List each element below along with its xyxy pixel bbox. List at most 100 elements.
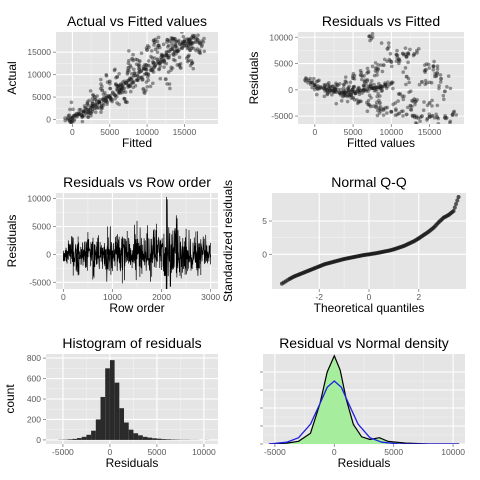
scatter-point — [306, 78, 311, 83]
y-tick-label: 5 — [262, 216, 267, 226]
scatter-point — [88, 111, 93, 116]
scatter-point — [406, 60, 410, 65]
scatter-point — [89, 113, 93, 118]
scatter-point — [407, 90, 411, 95]
scatter-point — [153, 37, 158, 42]
scatter-point — [407, 80, 412, 85]
scatter-point — [427, 114, 432, 119]
scatter-point — [311, 76, 316, 81]
plot-background — [298, 32, 464, 124]
scatter-point — [438, 73, 443, 77]
scatter-point — [85, 101, 90, 106]
scatter-point — [169, 68, 173, 72]
scatter-point — [114, 84, 119, 88]
scatter-point — [161, 42, 166, 47]
scatter-point — [404, 82, 408, 87]
scatter-point — [79, 113, 84, 117]
scatter-point — [412, 97, 417, 102]
scatter-point — [373, 61, 378, 65]
scatter-point — [400, 51, 405, 56]
scatter-point — [357, 92, 362, 97]
scatter-point — [164, 53, 169, 58]
x-tick-label: 10000 — [441, 447, 465, 457]
scatter-point — [340, 90, 345, 95]
scatter-point — [123, 90, 128, 94]
scatter-point — [423, 82, 427, 87]
qq-point — [455, 198, 460, 203]
y-tick-label: 5000 — [32, 92, 51, 102]
scatter-point — [152, 40, 157, 45]
scatter-point — [365, 77, 370, 82]
scatter-point — [400, 94, 405, 99]
scatter-point — [155, 57, 160, 62]
scatter-point — [309, 80, 314, 85]
scatter-point — [408, 47, 412, 52]
scatter-point — [435, 115, 440, 120]
scatter-point — [342, 82, 346, 87]
scatter-point — [375, 113, 380, 118]
scatter-point — [412, 52, 417, 56]
scatter-point — [328, 84, 333, 89]
x-tick-label: 10000 — [380, 127, 404, 137]
scatter-point — [129, 71, 134, 76]
scatter-point — [343, 91, 348, 95]
scatter-point — [448, 120, 452, 124]
histogram-bar — [138, 435, 143, 440]
scatter-point — [427, 66, 432, 70]
scatter-point — [375, 94, 379, 99]
scatter-point — [151, 70, 156, 74]
scatter-point — [423, 67, 428, 72]
scatter-point — [68, 120, 73, 124]
x-tick-label: 3000 — [201, 292, 220, 302]
histogram-bar — [77, 438, 82, 440]
scatter-point — [131, 52, 135, 57]
scatter-point — [112, 68, 117, 73]
scatter-point — [333, 85, 338, 90]
scatter-point — [202, 36, 206, 41]
scatter-point — [194, 48, 198, 53]
scatter-point — [352, 89, 357, 94]
scatter-point — [88, 89, 93, 93]
y-tick-label: 10000 — [269, 32, 293, 42]
scatter-point — [403, 66, 408, 70]
scatter-point — [173, 39, 178, 44]
scatter-point — [442, 89, 447, 94]
scatter-point — [69, 119, 73, 124]
scatter-point — [113, 93, 117, 98]
scatter-point — [139, 51, 144, 55]
scatter-point — [137, 66, 142, 71]
x-tick-label: 15000 — [173, 127, 197, 137]
scatter-point — [379, 109, 383, 113]
scatter-point — [100, 88, 105, 93]
scatter-point — [427, 80, 432, 85]
scatter-point — [195, 38, 200, 42]
scatter-point — [382, 57, 387, 62]
scatter-point — [368, 82, 373, 86]
scatter-point — [334, 90, 339, 94]
scatter-point — [122, 86, 126, 90]
scatter-point — [454, 113, 459, 117]
scatter-point — [374, 85, 378, 90]
x-tick-label: 2 — [416, 292, 421, 302]
scatter-point — [121, 89, 126, 93]
x-tick-label: 5000 — [147, 447, 166, 457]
scatter-point — [437, 86, 441, 91]
scatter-point — [348, 80, 353, 85]
scatter-point — [372, 82, 376, 87]
scatter-point — [358, 68, 363, 73]
x-tick-label: 5000 — [384, 447, 403, 457]
scatter-point — [186, 58, 191, 63]
y-tick-label: 5000 — [32, 221, 51, 231]
scatter-point — [342, 82, 346, 87]
scatter-point — [316, 87, 320, 91]
scatter-point — [145, 44, 150, 48]
scatter-point — [330, 93, 334, 97]
scatter-point — [430, 98, 434, 103]
scatter-point — [303, 78, 307, 82]
scatter-point — [412, 113, 417, 118]
scatter-point — [361, 87, 366, 92]
y-tick-label: 0 — [36, 435, 41, 445]
chart-title: Residual vs Normal density — [279, 335, 449, 351]
qq-point — [450, 210, 455, 214]
scatter-point — [374, 66, 378, 71]
